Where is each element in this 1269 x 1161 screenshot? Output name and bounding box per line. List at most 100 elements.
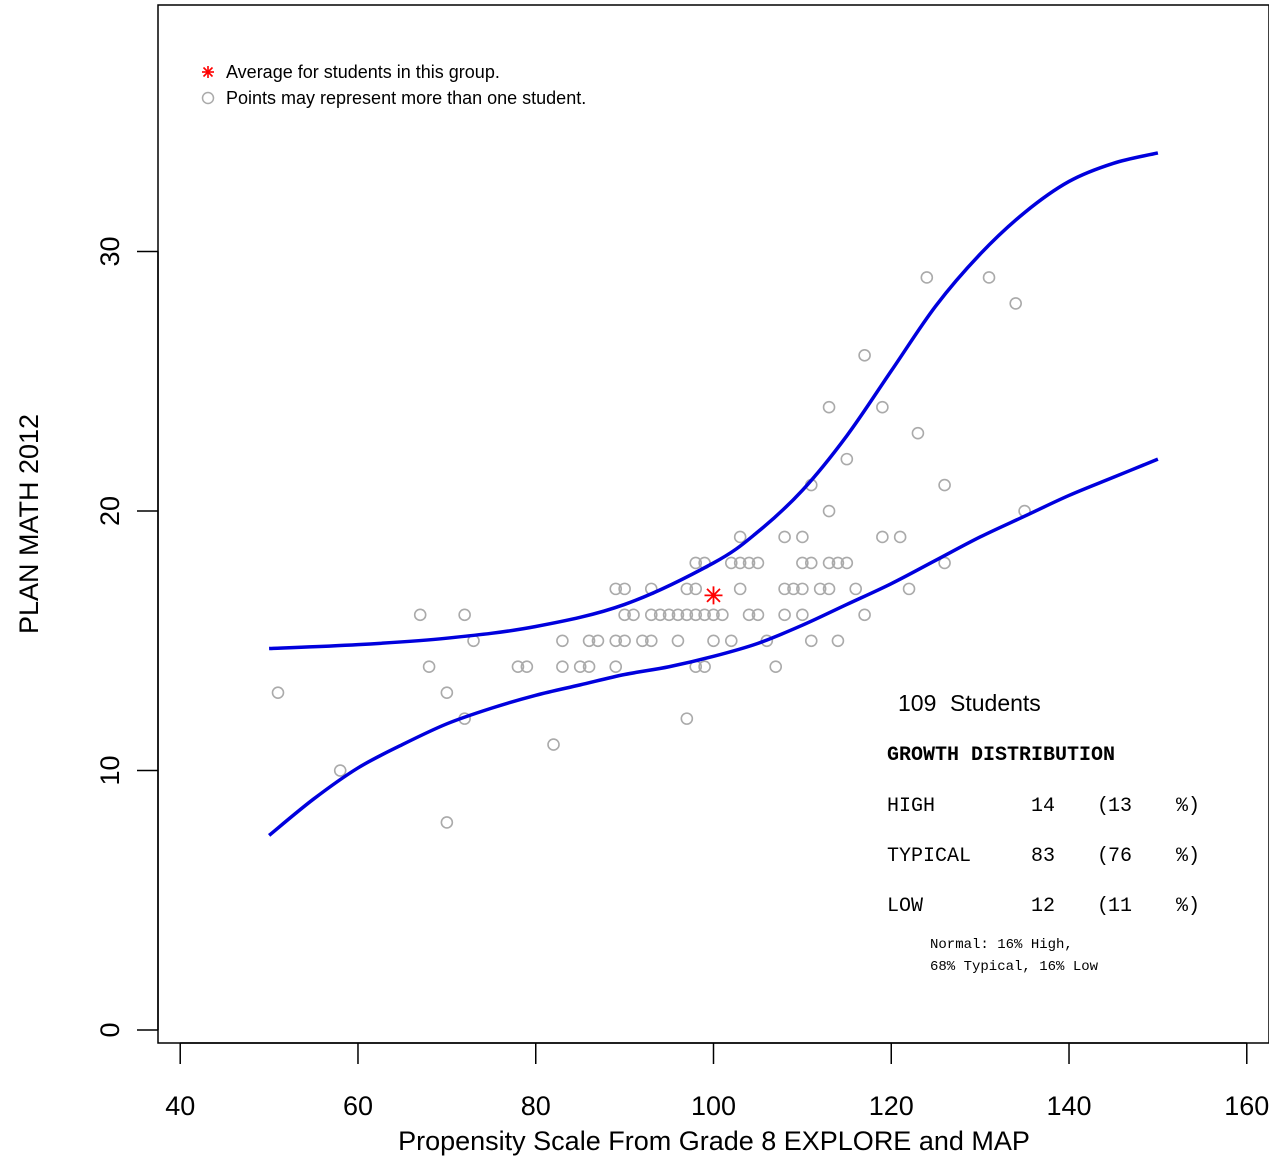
data-point: [938, 478, 951, 492]
data-point: [822, 400, 836, 414]
data-point: [618, 634, 631, 648]
lower-growth-curve: [267, 457, 1159, 837]
data-point: [840, 556, 854, 570]
x-tick-label: 40: [165, 1091, 195, 1121]
x-tick-label: 80: [521, 1091, 551, 1121]
data-point: [751, 556, 765, 570]
high-pct-open: (: [1097, 795, 1109, 818]
y-tick-label: 0: [95, 1023, 125, 1038]
data-point: [556, 634, 569, 648]
legend-circle-icon: [201, 91, 215, 105]
x-tick-label: 160: [1224, 1091, 1269, 1121]
data-point: [609, 582, 623, 596]
data-point: [680, 712, 694, 725]
data-point: [698, 660, 711, 674]
data-point: [573, 660, 587, 674]
y-tick-label: 20: [95, 496, 125, 526]
data-point: [707, 634, 720, 648]
x-axis: 40 60 80 100 120 140 160: [165, 1042, 1269, 1121]
data-point: [858, 608, 871, 622]
data-point: [653, 608, 667, 622]
typical-label: TYPICAL: [887, 845, 971, 868]
data-point: [413, 608, 427, 622]
data-point: [440, 686, 454, 699]
data-point: [582, 660, 596, 674]
data-point: [778, 608, 791, 622]
low-count: 12: [1031, 895, 1055, 918]
normal-note-line-1: Normal: 16% High,: [930, 937, 1073, 953]
data-point: [644, 634, 658, 648]
data-point: [511, 660, 525, 674]
high-label: HIGH: [887, 795, 935, 818]
x-axis-title: Propensity Scale From Grade 8 EXPLORE an…: [398, 1126, 1030, 1156]
data-points: [271, 271, 1031, 829]
data-point: [796, 582, 809, 596]
data-point: [796, 530, 809, 544]
typical-pct-close: %): [1176, 845, 1200, 868]
data-point: [591, 634, 605, 648]
upper-growth-curve: [269, 151, 1159, 651]
x-tick-label: 100: [691, 1091, 736, 1121]
data-point: [716, 608, 729, 622]
high-pct-close: %): [1176, 795, 1200, 818]
data-point: [671, 608, 685, 622]
data-point: [609, 634, 623, 648]
data-point: [804, 634, 818, 648]
data-point: [796, 556, 809, 570]
data-point: [520, 660, 534, 674]
data-point: [440, 816, 454, 829]
y-axis-title: PLAN MATH 2012: [14, 414, 44, 634]
data-point: [733, 556, 747, 570]
data-point: [689, 556, 703, 570]
data-point: [778, 582, 791, 596]
data-point: [742, 556, 756, 570]
data-point: [680, 582, 694, 596]
data-point: [742, 608, 756, 622]
data-point: [920, 271, 934, 284]
legend-average-label: Average for students in this group.: [226, 62, 500, 82]
data-point: [787, 582, 800, 596]
data-point: [707, 608, 720, 622]
data-point: [822, 504, 836, 518]
y-axis: 0 10 20 30: [95, 237, 159, 1038]
data-point: [636, 634, 649, 648]
data-point: [458, 608, 471, 622]
high-count: 14: [1031, 795, 1055, 818]
legend: Average for students in this group. Poin…: [201, 62, 586, 108]
legend-points-label: Points may represent more than one stude…: [226, 88, 586, 108]
students-count: 109: [898, 690, 936, 716]
data-point: [698, 608, 711, 622]
average-point-marker: [704, 586, 723, 605]
data-point: [893, 530, 907, 544]
data-point: [644, 608, 658, 622]
data-point: [671, 634, 685, 648]
data-point: [271, 686, 285, 699]
data-point: [876, 400, 889, 414]
data-point: [627, 608, 640, 622]
students-label: Students: [950, 690, 1041, 716]
y-tick-label: 30: [95, 237, 125, 267]
data-point: [796, 608, 809, 622]
data-point: [831, 634, 845, 648]
data-point: [680, 608, 694, 622]
y-tick-label: 10: [95, 756, 125, 786]
data-point: [724, 634, 738, 648]
data-point: [822, 556, 836, 570]
typical-count: 83: [1031, 845, 1055, 868]
data-point: [876, 530, 889, 544]
data-point: [333, 764, 347, 777]
x-tick-label: 140: [1046, 1091, 1091, 1121]
low-pct-open: (: [1097, 895, 1109, 918]
low-label: LOW: [887, 895, 923, 918]
data-point: [618, 608, 631, 622]
data-point: [689, 582, 703, 596]
data-point: [858, 349, 871, 362]
data-point: [813, 582, 827, 596]
data-point: [733, 530, 747, 544]
x-tick-label: 120: [869, 1091, 914, 1121]
normal-note-line-2: 68% Typical, 16% Low: [930, 959, 1099, 975]
data-point: [778, 530, 791, 544]
typical-pct: 76: [1108, 845, 1132, 868]
data-point: [982, 271, 996, 284]
